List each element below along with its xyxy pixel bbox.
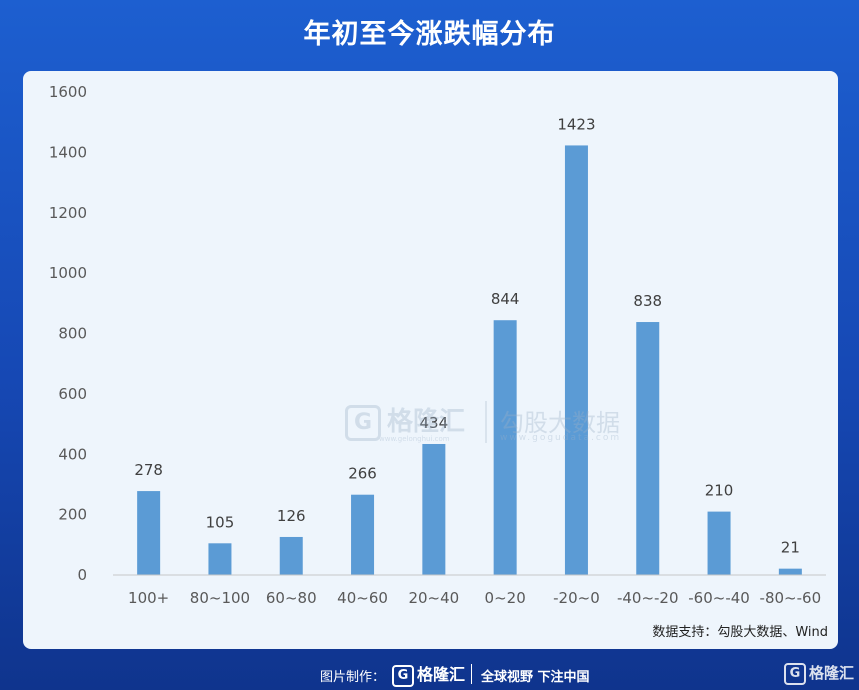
bar-value-label: 838: [633, 292, 662, 310]
footer-made-by: 图片制作：: [320, 670, 386, 685]
footer-logo-text: 格隆汇: [417, 665, 466, 684]
x-tick-label: 40~60: [337, 589, 388, 607]
corner-logo-text: 格隆汇: [809, 664, 855, 682]
x-tick-label: 0~20: [485, 589, 526, 607]
y-tick-label: 0: [77, 566, 87, 584]
y-tick-label: 200: [58, 506, 87, 524]
bar-value-label: 266: [348, 465, 377, 483]
corner-logo: G 格隆汇: [784, 662, 854, 685]
x-tick-label: 100+: [128, 589, 169, 607]
footer-logo: G 格隆汇: [392, 661, 465, 687]
g-logo-icon: G: [392, 664, 414, 687]
bar-value-label: 278: [134, 461, 163, 479]
bar: [636, 322, 660, 575]
bar: [137, 491, 161, 575]
footer: 图片制作： G 格隆汇 全球视野 下注中国 G 格隆汇: [0, 658, 859, 690]
bar: [422, 443, 446, 575]
bar: [279, 536, 303, 575]
x-tick-label: -60~-40: [688, 589, 750, 607]
bar-value-label: 434: [420, 414, 449, 432]
y-tick-label: 1000: [49, 264, 87, 282]
bar-value-label: 21: [781, 539, 800, 557]
bar: [564, 145, 588, 575]
bar: [707, 511, 731, 575]
bar: [351, 494, 375, 575]
bar-value-label: 210: [705, 482, 734, 500]
x-tick-label: 80~100: [190, 589, 250, 607]
bar-value-label: 844: [491, 290, 520, 308]
bar-value-label: 1423: [557, 115, 595, 133]
g-logo-icon: G: [784, 662, 806, 685]
bar-value-label: 126: [277, 507, 306, 525]
y-tick-label: 1200: [49, 204, 87, 222]
bars-group: [137, 145, 802, 575]
y-tick-label: 1600: [49, 83, 87, 101]
chart-title: 年初至今涨跌幅分布: [303, 19, 556, 50]
bar-value-label: 105: [206, 513, 235, 531]
y-tick-label: 1400: [49, 143, 87, 161]
chart-panel: 0 200 400 600 800 1000 1200 1400 1600 278 105 126 2…: [23, 71, 838, 649]
bar: [208, 543, 232, 575]
y-tick-label: 800: [58, 325, 87, 343]
y-axis: 0 200 400 600 800 1000 1200 1400 1600: [49, 83, 87, 584]
x-axis: 100+ 80~100 60~80 40~60 20~40 0~20 -20~0 -40~-2…: [128, 589, 821, 607]
y-tick-label: 400: [58, 445, 87, 463]
data-source: 数据支持：勾股大数据、Wind: [652, 625, 828, 640]
bar: [778, 568, 802, 575]
footer-slogan: 全球视野 下注中国: [481, 670, 590, 685]
y-tick-label: 600: [58, 385, 87, 403]
footer-divider: [471, 664, 472, 684]
x-tick-label: 60~80: [266, 589, 317, 607]
x-tick-label: -40~-20: [617, 589, 679, 607]
bar: [493, 320, 517, 575]
x-tick-label: -80~-60: [760, 589, 822, 607]
x-tick-label: 20~40: [408, 589, 459, 607]
data-labels-group: 278 105 126 266 434 844 1423 838 210 21: [134, 115, 800, 556]
x-tick-label: -20~0: [553, 589, 600, 607]
